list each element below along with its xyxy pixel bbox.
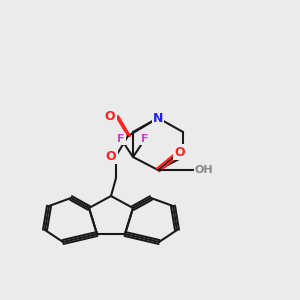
Text: O: O xyxy=(175,146,185,158)
Text: O: O xyxy=(105,110,115,122)
Text: F: F xyxy=(141,134,149,144)
Text: N: N xyxy=(153,112,163,124)
Text: OH: OH xyxy=(195,165,213,175)
Text: O: O xyxy=(106,149,116,163)
Text: F: F xyxy=(117,134,125,144)
